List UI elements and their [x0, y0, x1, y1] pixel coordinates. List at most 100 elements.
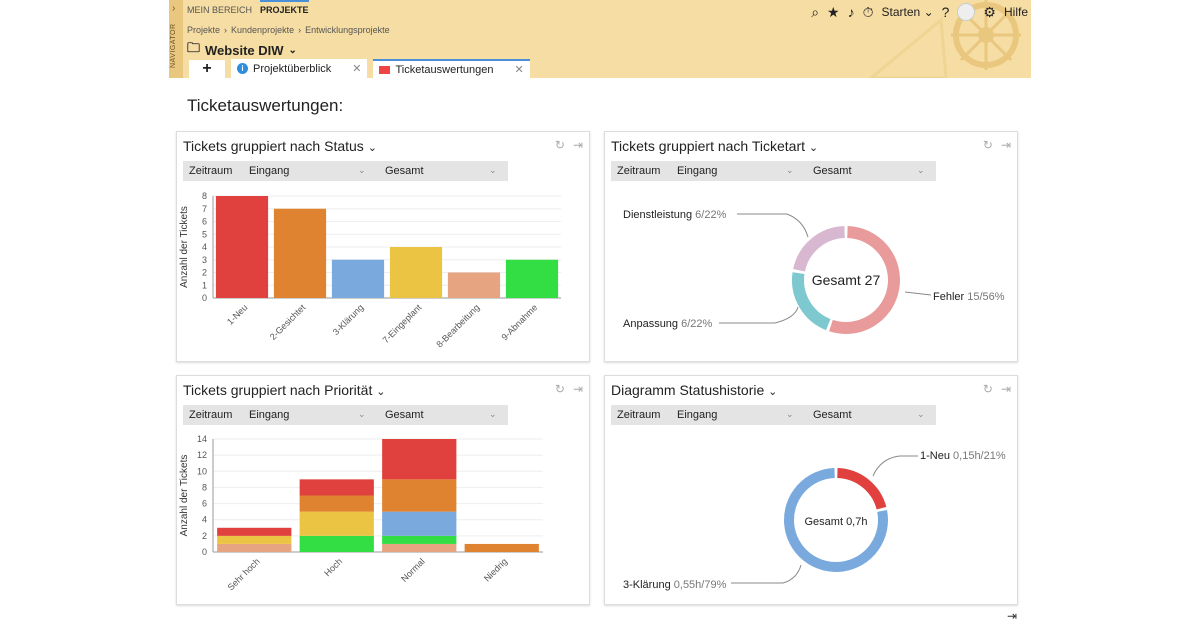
x-tick-label: 7-Eingeplant: [381, 302, 424, 345]
panel-ticketart: Tickets gruppiert nach Ticketart ⌄ ↻ ⇥ Ze…: [604, 131, 1018, 362]
x-tick-label: 8-Bearbeitung: [434, 302, 481, 349]
export-icon[interactable]: ⇥: [1000, 382, 1011, 396]
leader-line: [719, 306, 799, 324]
refresh-icon[interactable]: ↻: [554, 138, 565, 152]
header: MEIN BEREICH PROJEKTE Projekte › Kundenpr…: [183, 0, 1031, 78]
donut-slice: [792, 272, 831, 331]
project-name: Website DIW: [205, 42, 284, 58]
bar: [389, 247, 443, 298]
filter-bar[interactable]: Zeitraum Eingang ⌄ Gesamt ⌄: [611, 161, 936, 181]
panel-title-dropdown[interactable]: Tickets gruppiert nach Status ⌄: [183, 138, 377, 154]
y-tick-label: 14: [197, 434, 207, 444]
filter-eingang-select[interactable]: Eingang: [677, 409, 718, 421]
slice-name: Dienstleistung: [623, 209, 695, 221]
panel-title-dropdown[interactable]: Tickets gruppiert nach Ticketart ⌄: [611, 138, 819, 154]
slice-name: Fehler: [933, 291, 967, 303]
tab-ticketauswertungen[interactable]: Ticketauswertungen ✕: [373, 59, 530, 78]
filter-gesamt-select[interactable]: Gesamt: [813, 165, 852, 177]
filter-gesamt-select[interactable]: Gesamt: [813, 409, 852, 421]
bar-segment: [299, 511, 374, 536]
chevron-down-icon: ⌄: [358, 165, 366, 175]
bar-segment: [299, 479, 374, 496]
filter-gesamt-select[interactable]: Gesamt: [385, 165, 424, 177]
filter-eingang-select[interactable]: Eingang: [677, 165, 718, 177]
filter-eingang-select[interactable]: Eingang: [249, 409, 290, 421]
avatar[interactable]: [957, 3, 976, 21]
refresh-icon[interactable]: ↻: [982, 382, 993, 396]
search-icon[interactable]: ⌕: [811, 3, 820, 20]
chevron-down-icon: ⌄: [786, 165, 794, 175]
refresh-icon[interactable]: ↻: [982, 138, 993, 152]
panel-title-dropdown[interactable]: Diagramm Statushistorie ⌄: [611, 382, 778, 398]
panel-status: Tickets gruppiert nach Status ⌄ ↻ ⇥ Zeitr…: [176, 131, 590, 362]
filter-bar[interactable]: Zeitraum Eingang ⌄ Gesamt ⌄: [183, 161, 508, 181]
statushistorie-donut-chart: Gesamt 0,7h 1-Neu 0,15h/21% 3-Klärung 0,55…: [623, 450, 1006, 591]
filter-bar[interactable]: Zeitraum Eingang ⌄ Gesamt ⌄: [183, 405, 508, 425]
filter-zeitraum: Zeitraum: [189, 409, 233, 421]
bar: [331, 259, 385, 298]
folder-icon: 🗀: [187, 40, 201, 55]
star-icon[interactable]: ★: [827, 3, 840, 20]
export-icon[interactable]: ⇥: [572, 138, 583, 152]
y-tick-label: 4: [202, 242, 207, 252]
slice-label: Anpassung 6/22%: [623, 318, 713, 330]
chevron-down-icon: ⌄: [288, 44, 297, 56]
prioritaet-stacked-bar-chart: 0 2 4 6 8 10 12 14 Anzahl der Tickets Sehr hoch Ho…: [179, 434, 543, 592]
slice-value: 0,55h/79%: [674, 579, 727, 591]
hilfe-link[interactable]: Hilfe: [1003, 5, 1028, 19]
nav-projekte[interactable]: PROJEKTE: [260, 0, 309, 15]
bar-segment: [299, 495, 374, 512]
add-tab-button[interactable]: +: [189, 60, 225, 78]
nav-mein-bereich[interactable]: MEIN BEREICH: [187, 5, 253, 15]
chevron-down-icon: ⌄: [489, 165, 497, 175]
bar-segment: [299, 535, 374, 552]
breadcrumb-item[interactable]: Projekte: [187, 25, 221, 35]
bar: [215, 196, 269, 298]
chevron-down-icon: ⌄: [786, 409, 794, 419]
y-tick-label: 0: [202, 293, 207, 303]
slice-value: 15/56%: [967, 291, 1005, 303]
slice-label: Dienstleistung 6/22%: [623, 209, 727, 221]
x-tick-label: 2-Gesichtet: [268, 302, 308, 342]
close-icon[interactable]: ✕: [352, 63, 362, 75]
chevron-right-icon[interactable]: ›: [172, 3, 176, 14]
info-icon: i: [237, 63, 248, 74]
navigator-strip[interactable]: › NAVIGATOR: [169, 0, 183, 78]
slice-label: 3-Klärung 0,55h/79%: [623, 579, 727, 591]
gear-icon[interactable]: ⚙: [983, 3, 996, 20]
y-tick-label: 10: [197, 466, 207, 476]
export-icon[interactable]: ⇥: [1007, 609, 1018, 623]
y-tick-label: 1: [202, 280, 207, 290]
donut-center-label: Gesamt 0,7h: [805, 516, 868, 528]
panel-title-dropdown[interactable]: Tickets gruppiert nach Priorität ⌄: [183, 382, 386, 398]
y-axis-label: Anzahl der Tickets: [179, 206, 190, 288]
help-icon[interactable]: ?: [941, 4, 950, 20]
filter-gesamt-select[interactable]: Gesamt: [385, 409, 424, 421]
bell-icon[interactable]: ♪: [847, 4, 855, 20]
timer-icon[interactable]: ⏱: [862, 3, 874, 20]
export-icon[interactable]: ⇥: [572, 382, 583, 396]
y-tick-label: 12: [197, 450, 207, 460]
refresh-icon[interactable]: ↻: [554, 382, 565, 396]
filter-bar[interactable]: Zeitraum Eingang ⌄ Gesamt ⌄: [611, 405, 936, 425]
y-tick-label: 3: [202, 255, 207, 265]
slice-name: 3-Klärung: [623, 579, 674, 591]
close-icon[interactable]: ✕: [514, 64, 524, 76]
starten-button[interactable]: Starten ⌄: [881, 5, 934, 19]
tab-projektueberblick[interactable]: i Projektüberblick ✕: [231, 59, 368, 78]
x-tick-label: 9-Abnahme: [499, 302, 539, 342]
breadcrumb-item[interactable]: Entwicklungsprojekte: [305, 25, 390, 35]
donut-slice: [784, 468, 888, 572]
project-selector[interactable]: 🗀 Website DIW ⌄: [187, 39, 297, 61]
filter-eingang-select[interactable]: Eingang: [249, 165, 290, 177]
donut-center-label: Gesamt 27: [812, 272, 881, 288]
chevron-down-icon: ⌄: [917, 409, 925, 419]
ticketart-donut-chart: Gesamt 27 Fehler 15/56% Anpassung 6/22% Die…: [623, 209, 1005, 334]
filter-zeitraum: Zeitraum: [617, 165, 661, 177]
export-icon[interactable]: ⇥: [1000, 138, 1011, 152]
breadcrumb-item[interactable]: Kundenprojekte: [231, 25, 295, 35]
y-tick-label: 6: [202, 217, 207, 227]
x-tick-label: 1-Neu: [225, 302, 249, 326]
y-tick-label: 6: [202, 499, 207, 509]
panel-statushistorie: Diagramm Statushistorie ⌄ ↻ ⇥ Zeitraum Ei…: [604, 375, 1018, 605]
